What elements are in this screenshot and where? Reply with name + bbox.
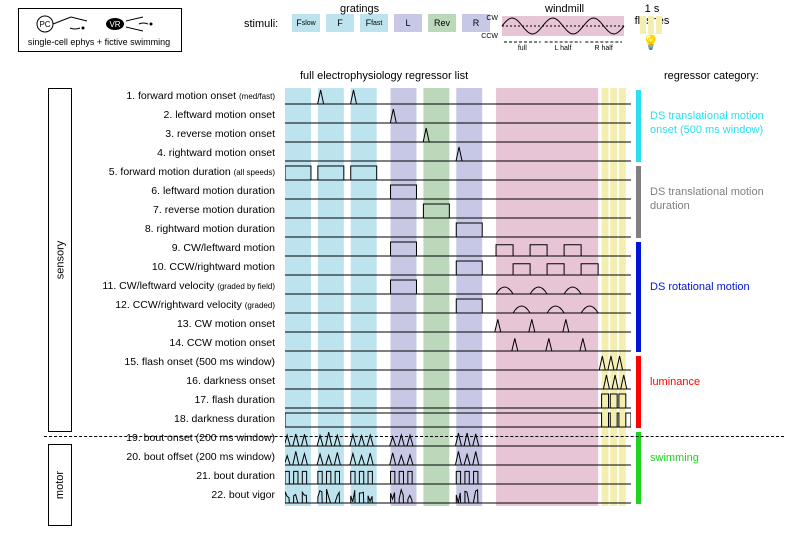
category-bar [636,432,641,504]
ephys-caption: single-cell ephys + fictive swimming [28,37,170,47]
row-label: 3. reverse motion onset [15,128,275,140]
category-label: swimming [650,452,790,466]
stim-swatches: FslowFFfastLRevR [292,14,490,32]
trace [285,88,631,107]
trace [285,430,631,449]
pc-icon: PC [35,13,95,35]
row-label: 2. leftward motion onset [15,109,275,121]
row-label: 11. CW/leftward velocity (graded by fiel… [15,280,275,292]
svg-text:CW: CW [486,15,498,22]
trace [285,316,631,335]
row-label: 21. bout duration [15,470,275,482]
category-label: DS translational motion onset (500 ms wi… [650,110,790,138]
category-bar [636,166,641,238]
category-bar [636,356,641,428]
category-bar [636,242,641,352]
category-label: DS rotational motion [650,281,790,295]
row-label: 12. CCW/rightward velocity (graded) [15,299,275,311]
row-label: 20. bout offset (200 ms window) [15,451,275,463]
trace [285,278,631,297]
category-label: DS translational motion duration [650,186,790,214]
row-label: 9. CW/leftward motion [15,242,275,254]
trace [285,411,631,430]
row-label: 18. darkness duration [15,413,275,425]
trace [285,107,631,126]
category-bar [636,90,641,162]
ephys-box: PC VR single-cell ephys + fictive swimmi… [18,8,182,52]
trace [285,468,631,487]
trace [285,240,631,259]
trace [285,145,631,164]
row-label: 17. flash duration [15,394,275,406]
row-label: 8. rightward motion duration [15,223,275,235]
svg-text:L half: L half [555,45,572,52]
trace [285,335,631,354]
stim-swatch: Rev [428,14,456,32]
trace [285,297,631,316]
gratings-title: gratings [340,3,379,15]
ephys-icons: PC VR [35,13,163,35]
row-label: 1. forward motion onset (med/fast) [15,90,275,102]
row-label: 14. CCW motion onset [15,337,275,349]
title-regressor-category: regressor category: [664,70,759,82]
svg-text:full: full [518,45,527,52]
trace [285,392,631,411]
category-label: luminance [650,376,790,390]
trace [285,202,631,221]
title-full-list: full electrophysiology regressor list [300,70,468,82]
row-label: 19. bout onset (200 ms window) [15,432,275,444]
bulb-icon: 💡 [642,34,659,51]
vr-icon: VR [103,13,163,35]
stim-swatch: F [326,14,354,32]
trace [285,373,631,392]
row-label: 5. forward motion duration (all speeds) [15,166,275,178]
stim-swatch: Ffast [360,14,388,32]
stimuli-label: stimuli: [244,18,278,30]
row-label: 4. rightward motion onset [15,147,275,159]
stim-swatch: L [394,14,422,32]
row-label: 16. darkness onset [15,375,275,387]
trace [285,221,631,240]
trace [285,449,631,468]
row-label: 15. flash onset (500 ms window) [15,356,275,368]
row-label: 7. reverse motion duration [15,204,275,216]
row-label: 10. CCW/rightward motion [15,261,275,273]
trace [285,126,631,145]
svg-text:CCW: CCW [481,33,498,40]
trace [285,164,631,183]
sensory-motor-divider [44,436,784,437]
trace [285,259,631,278]
stim-swatch: Fslow [292,14,320,32]
row-label: 22. bout vigor [15,489,275,501]
flash-swatch: 💡 [640,16,662,51]
row-label: 6. leftward motion duration [15,185,275,197]
svg-text:R half: R half [595,45,613,52]
row-label: 13. CW motion onset [15,318,275,330]
windmill-swatch: CWCCWfullL halfR half [502,14,624,57]
pc-label: PC [39,20,50,29]
trace [285,487,631,506]
trace [285,183,631,202]
trace [285,354,631,373]
vr-label: VR [109,20,120,29]
